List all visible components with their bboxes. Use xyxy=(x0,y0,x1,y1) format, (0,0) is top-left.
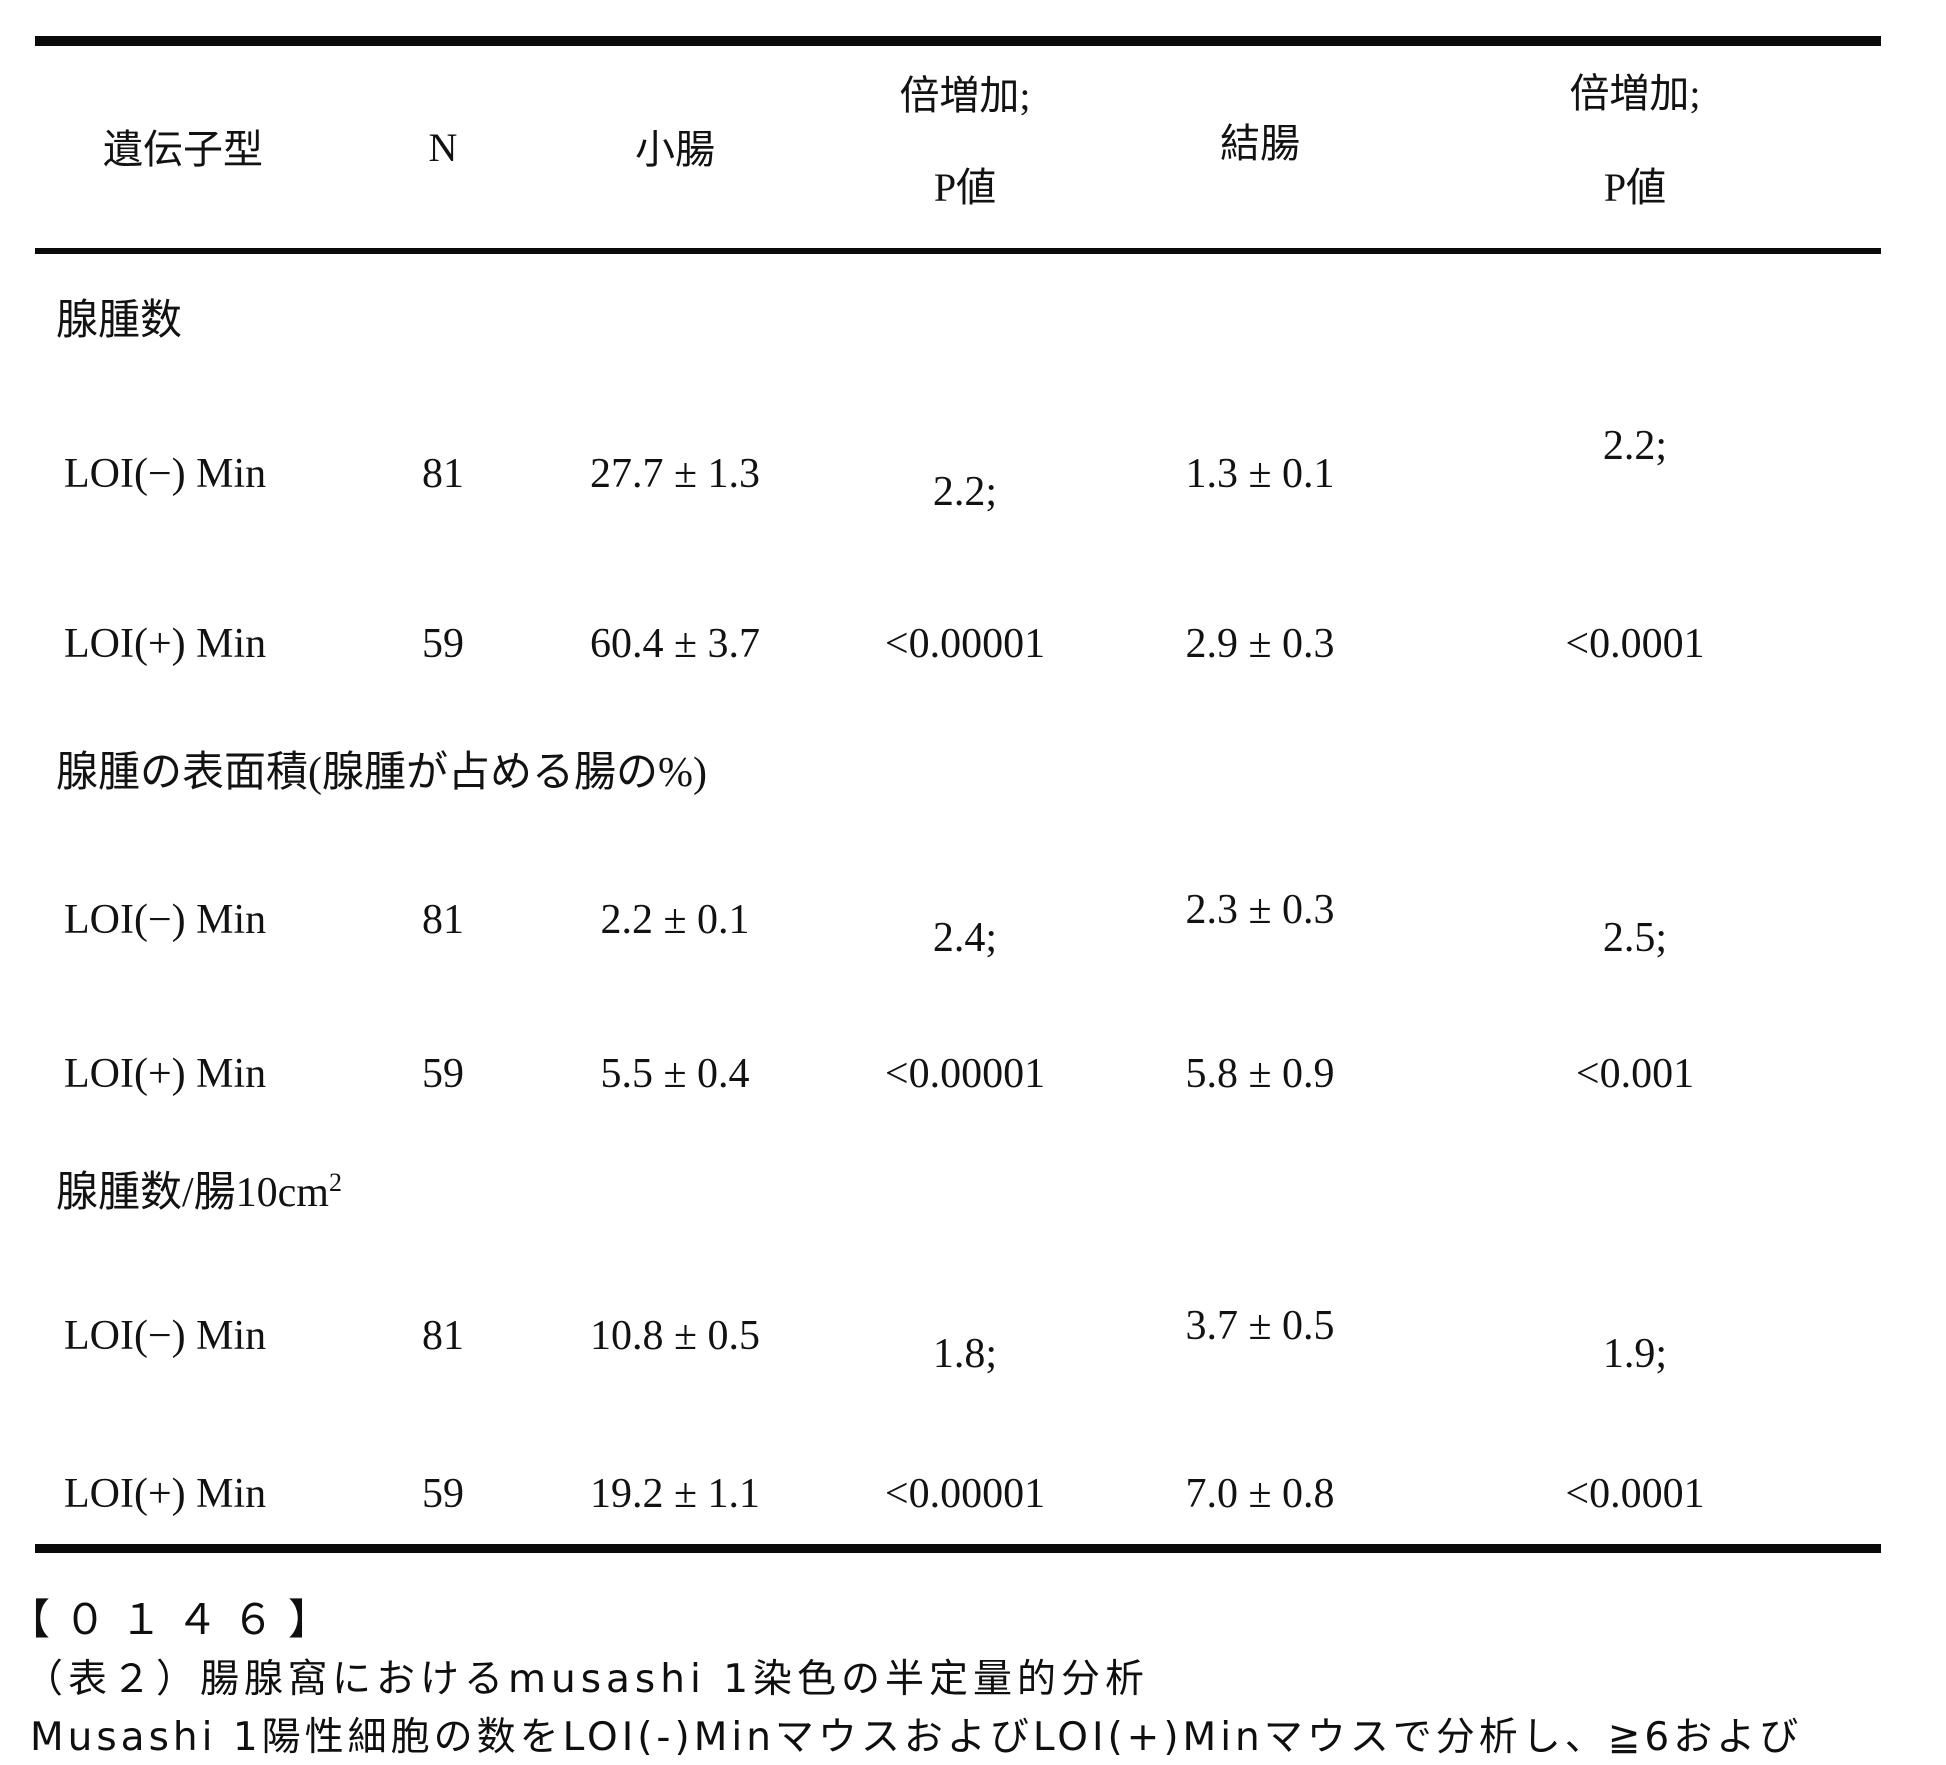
table-top-rule xyxy=(35,36,1881,46)
table-cell-genotype: LOI(−) Min xyxy=(64,451,267,497)
table-cell-fold-p-1: <0.00001 xyxy=(884,1051,1046,1097)
table-cell-genotype: LOI(−) Min xyxy=(64,1313,267,1359)
table-cell-fold-p-2: <0.0001 xyxy=(1565,1471,1705,1517)
column-header-p-value-1: P値 xyxy=(933,165,997,210)
table-cell-genotype: LOI(−) Min xyxy=(64,897,267,943)
column-header-n: N xyxy=(428,125,458,170)
table-cell-fold-p-2: 1.9; xyxy=(1602,1331,1668,1377)
table-cell-fold-p-2: 2.2; xyxy=(1602,423,1668,469)
table-cell-fold-p-1: 2.4; xyxy=(932,915,998,961)
section-label-text: 腺腫数/腸10cm xyxy=(56,1170,329,1216)
table-header-rule xyxy=(35,248,1881,254)
table-cell-fold-p-1: <0.00001 xyxy=(884,1471,1046,1517)
section-label-adenoma-count: 腺腫数 xyxy=(56,298,183,344)
table-cell-genotype: LOI(+) Min xyxy=(64,1051,267,1097)
section-label-adenoma-surface-area: 腺腫の表面積(腺腫が占める腸の%) xyxy=(56,750,707,796)
table-cell-small-intestine: 27.7 ± 1.3 xyxy=(589,451,761,497)
table-cell-colon: 7.0 ± 0.8 xyxy=(1185,1471,1335,1517)
table-cell-fold-p-1: <0.00001 xyxy=(884,621,1046,667)
table-cell-small-intestine: 2.2 ± 0.1 xyxy=(600,897,750,943)
column-header-p-value-2: P値 xyxy=(1603,165,1667,210)
table-cell-colon: 1.3 ± 0.1 xyxy=(1185,451,1335,497)
table-cell-colon: 2.9 ± 0.3 xyxy=(1185,621,1335,667)
table-bottom-rule xyxy=(35,1544,1881,1553)
column-header-fold-increase-2: 倍増加; xyxy=(1569,71,1701,116)
table-cell-colon: 5.8 ± 0.9 xyxy=(1185,1051,1335,1097)
table-cell-fold-p-2: 2.5; xyxy=(1602,915,1668,961)
table-note: Musashi 1陽性細胞の数をLOI(-)MinマウスおよびLOI(+)Min… xyxy=(30,1715,1803,1760)
column-header-fold-increase-1: 倍増加; xyxy=(899,73,1031,118)
table-caption: （表２）腸腺窩におけるmusashi 1染色の半定量的分析 xyxy=(24,1657,1150,1702)
table-cell-colon: 2.3 ± 0.3 xyxy=(1185,887,1335,933)
column-header-colon: 結腸 xyxy=(1220,121,1300,166)
table-cell-fold-p-1: 1.8; xyxy=(932,1331,998,1377)
table-cell-genotype: LOI(+) Min xyxy=(64,1471,267,1517)
section-label-adenomas-per-area: 腺腫数/腸10cm2 xyxy=(56,1158,342,1219)
paragraph-number: 【０１４６】 xyxy=(8,1595,345,1644)
section-label-superscript: 2 xyxy=(328,1168,342,1197)
table-cell-n: 59 xyxy=(422,1471,464,1517)
table-cell-n: 81 xyxy=(422,897,464,943)
table-cell-fold-p-1: 2.2; xyxy=(932,469,998,515)
table-cell-small-intestine: 5.5 ± 0.4 xyxy=(600,1051,750,1097)
table-cell-n: 81 xyxy=(422,1313,464,1359)
column-header-small-intestine: 小腸 xyxy=(635,127,715,172)
table-cell-colon: 3.7 ± 0.5 xyxy=(1185,1303,1335,1349)
table-cell-n: 81 xyxy=(422,451,464,497)
table-cell-small-intestine: 10.8 ± 0.5 xyxy=(589,1313,761,1359)
table-cell-small-intestine: 19.2 ± 1.1 xyxy=(589,1471,761,1517)
table-cell-fold-p-2: <0.0001 xyxy=(1565,621,1705,667)
table-cell-n: 59 xyxy=(422,1051,464,1097)
table-cell-n: 59 xyxy=(422,621,464,667)
column-header-genotype: 遺伝子型 xyxy=(103,127,263,172)
table-cell-small-intestine: 60.4 ± 3.7 xyxy=(589,621,761,667)
table-cell-genotype: LOI(+) Min xyxy=(64,621,267,667)
table-cell-fold-p-2: <0.001 xyxy=(1575,1051,1695,1097)
